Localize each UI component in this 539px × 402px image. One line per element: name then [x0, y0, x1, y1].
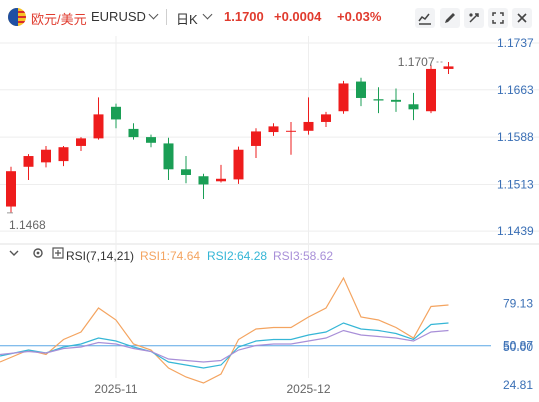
pair-symbol[interactable]: EURUSD — [91, 9, 146, 24]
candle-body — [373, 99, 384, 101]
candle-body — [76, 138, 86, 146]
time-tick-label: 2025-11 — [94, 382, 137, 396]
candle-body — [146, 137, 156, 143]
rsi-tick-label: 50.87 — [503, 339, 533, 353]
eu-us-flag-icon — [8, 8, 26, 26]
pair-name-cn[interactable]: 欧元/美元 — [31, 12, 87, 27]
rsi-tick-label: 79.13 — [503, 296, 533, 310]
candle-body — [391, 99, 401, 102]
indicator-settings-icon[interactable] — [32, 247, 44, 262]
candle-body — [233, 149, 244, 180]
candle-body — [443, 66, 454, 69]
price-change-pct: +0.03% — [337, 9, 382, 24]
price-change: +0.0004 — [274, 9, 322, 24]
rsi-tick-label: 50.00 — [503, 340, 533, 354]
rsi-series-2 — [0, 322, 449, 369]
indicator-icon[interactable] — [415, 8, 435, 28]
candle-body — [356, 81, 366, 98]
candle-body — [426, 68, 436, 112]
candle-body — [163, 143, 174, 170]
rsi-series-3 — [0, 329, 449, 363]
price-tick-label: 1.1439 — [497, 224, 534, 238]
divider — [166, 9, 167, 25]
candle-body — [93, 114, 104, 139]
candle-body — [216, 178, 226, 182]
candle-body — [286, 130, 296, 132]
fullscreen-icon[interactable] — [488, 8, 508, 28]
candle-body — [251, 131, 261, 146]
chart-header: 欧元/美元 EURUSD 日K 1.1700 +0.0004 +0.03% — [0, 0, 539, 34]
close-icon[interactable] — [512, 8, 532, 28]
candle-body — [23, 156, 34, 167]
low-price-label: 1.1468 — [9, 218, 46, 232]
last-price: 1.1700 — [224, 9, 264, 24]
candle-body — [181, 169, 191, 175]
candle-body — [58, 147, 69, 162]
high-price-label: 1.1707 — [398, 55, 435, 69]
time-tick-label: 2025-12 — [286, 382, 330, 396]
price-tick-label: 1.1663 — [497, 83, 534, 97]
price-tick-label: 1.1737 — [497, 36, 534, 50]
candle-body — [41, 149, 51, 163]
candle-body — [6, 171, 16, 207]
rsi-tick-label: 24.81 — [503, 378, 533, 392]
candle-body — [111, 106, 121, 120]
rsi2-value: RSI2:64.28 — [207, 249, 268, 263]
draw-pen-icon[interactable] — [440, 8, 460, 28]
candle-body — [303, 121, 314, 131]
add-indicator-icon[interactable] — [52, 247, 64, 262]
price-tick-label: 1.1588 — [497, 130, 534, 144]
collapse-icon[interactable] — [8, 247, 20, 262]
candle-body — [321, 114, 331, 122]
period-selector[interactable]: 日K — [176, 12, 198, 27]
candle-body — [268, 126, 279, 133]
rsi-indicator-label[interactable]: RSI(7,14,21) — [66, 249, 135, 263]
rsi3-value: RSI3:58.62 — [273, 249, 334, 263]
candle-body — [408, 104, 419, 110]
candle-body — [338, 83, 349, 112]
candle-body — [128, 128, 139, 138]
rsi1-value: RSI1:74.64 — [140, 249, 201, 263]
candle-body — [198, 176, 209, 185]
settings-icon[interactable] — [464, 8, 484, 28]
price-tick-label: 1.1513 — [497, 177, 534, 191]
